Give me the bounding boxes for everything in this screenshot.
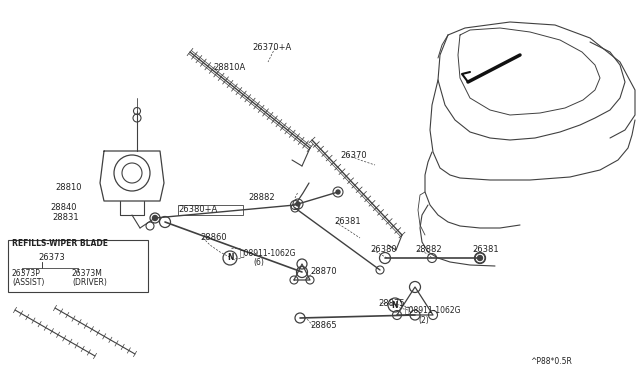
- Text: ^P88*0.5R: ^P88*0.5R: [530, 357, 572, 366]
- Text: 28810: 28810: [55, 183, 81, 192]
- Text: 26370+A: 26370+A: [252, 44, 291, 52]
- Circle shape: [477, 256, 483, 260]
- Text: 28875: 28875: [378, 298, 404, 308]
- Text: (2): (2): [418, 315, 429, 324]
- Text: 26381: 26381: [334, 218, 360, 227]
- Circle shape: [152, 215, 157, 221]
- Text: REFILLS-WIPER BLADE: REFILLS-WIPER BLADE: [12, 240, 108, 248]
- Text: 28882: 28882: [248, 193, 275, 202]
- Text: 28860: 28860: [200, 234, 227, 243]
- Text: 26373M: 26373M: [72, 269, 103, 279]
- Text: 26380: 26380: [370, 246, 397, 254]
- Text: Ⓧ08911-1062G: Ⓧ08911-1062G: [405, 305, 461, 314]
- Text: 28840: 28840: [50, 203, 77, 212]
- Text: 26373: 26373: [38, 253, 65, 263]
- Circle shape: [336, 190, 340, 194]
- Bar: [8, 240, 148, 292]
- Text: (6): (6): [253, 259, 264, 267]
- Circle shape: [296, 202, 300, 206]
- Text: Ⓧ08911-1062G: Ⓧ08911-1062G: [240, 248, 296, 257]
- Text: 28865: 28865: [310, 321, 337, 330]
- Text: 28870: 28870: [310, 267, 337, 276]
- Text: (ASSIST): (ASSIST): [12, 278, 44, 286]
- Text: 26381: 26381: [472, 246, 499, 254]
- Text: 28882: 28882: [415, 246, 442, 254]
- Text: 26370: 26370: [340, 151, 367, 160]
- Text: N: N: [392, 301, 398, 310]
- Text: 26380+A: 26380+A: [178, 205, 217, 215]
- Text: 28810A: 28810A: [213, 64, 245, 73]
- Text: N: N: [227, 253, 233, 263]
- Text: (DRIVER): (DRIVER): [72, 278, 107, 286]
- Text: 26373P: 26373P: [12, 269, 41, 279]
- Text: 28831: 28831: [52, 212, 79, 221]
